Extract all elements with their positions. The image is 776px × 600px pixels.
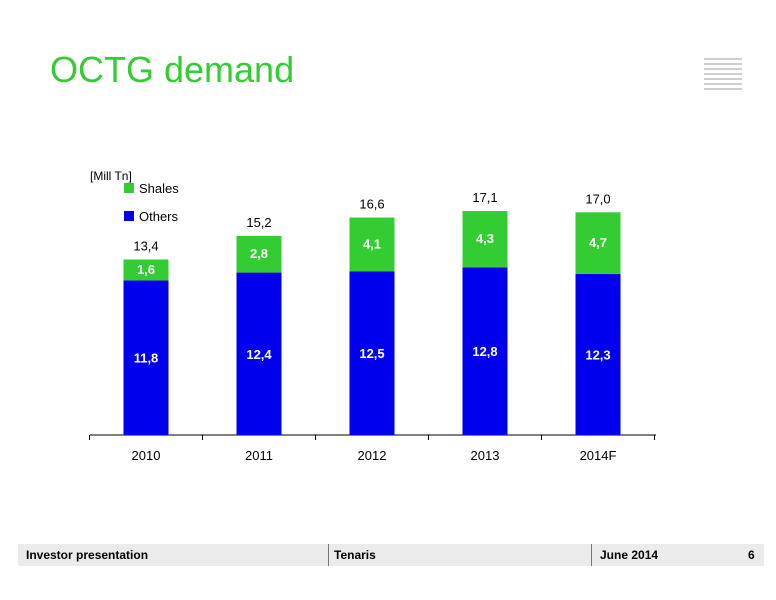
total-label: 13,4 [133,238,158,253]
data-label-others: 12,3 [585,347,610,362]
data-label-shales: 4,3 [476,231,494,246]
legend-label-shales: Shales [139,181,179,196]
bar-segment-others [575,273,621,435]
bar-segment-shales [349,217,395,272]
legend-label-others: Others [139,209,179,224]
x-tick-label: 2014F [580,448,617,463]
footer-bar: Investor presentation Tenaris June 2014 … [18,544,764,566]
bar-segment-shales [123,259,169,281]
data-label-others: 12,4 [246,347,272,362]
legend-swatch-others [124,211,134,221]
data-label-shales: 4,7 [589,235,607,250]
x-tick-label: 2010 [132,448,161,463]
bar-segment-others [123,280,169,435]
stacked-bar-chart: [Mill Tn] Shales Others 11,81,613,420101… [89,169,656,463]
unit-label: [Mill Tn] [90,169,132,183]
bars-layer: 11,8 1,6 13,4 2010 12,4 2,8 15,2 2011 12,5 4,1 16,… [89,190,655,463]
data-label-shales: 4,1 [363,236,381,251]
data-label-shales: 2,8 [250,246,268,261]
total-label: 17,0 [585,191,610,206]
brand-logo [704,58,742,93]
footer-page-number: 6 [748,548,755,562]
total-label: 17,1 [472,190,497,205]
x-tick-label: 2012 [358,448,387,463]
bar-segment-others [462,267,508,435]
footer-date-label: June 2014 [600,548,659,562]
data-label-others: 12,8 [472,344,497,359]
data-label-others: 11,8 [134,351,159,366]
page-title: OCTG demand [50,49,295,90]
bar-segment-shales [462,211,508,268]
x-tick-label: 2013 [471,448,500,463]
legend-swatch-shales [124,183,134,193]
bar-segment-others [349,271,395,435]
footer-divider [328,544,329,566]
total-label: 16,6 [359,197,384,212]
x-tick-label: 2011 [245,448,273,463]
footer-divider [591,544,592,566]
data-label-shales: 1,6 [137,262,155,277]
bar-segment-shales [236,235,282,273]
bar-segment-shales [575,212,621,274]
data-label-others: 12,5 [359,346,384,361]
footer-presentation-label: Investor presentation [26,548,149,562]
total-label: 15,2 [246,215,271,230]
bar-segment-others [236,272,282,435]
footer-company-label: Tenaris [334,548,376,562]
